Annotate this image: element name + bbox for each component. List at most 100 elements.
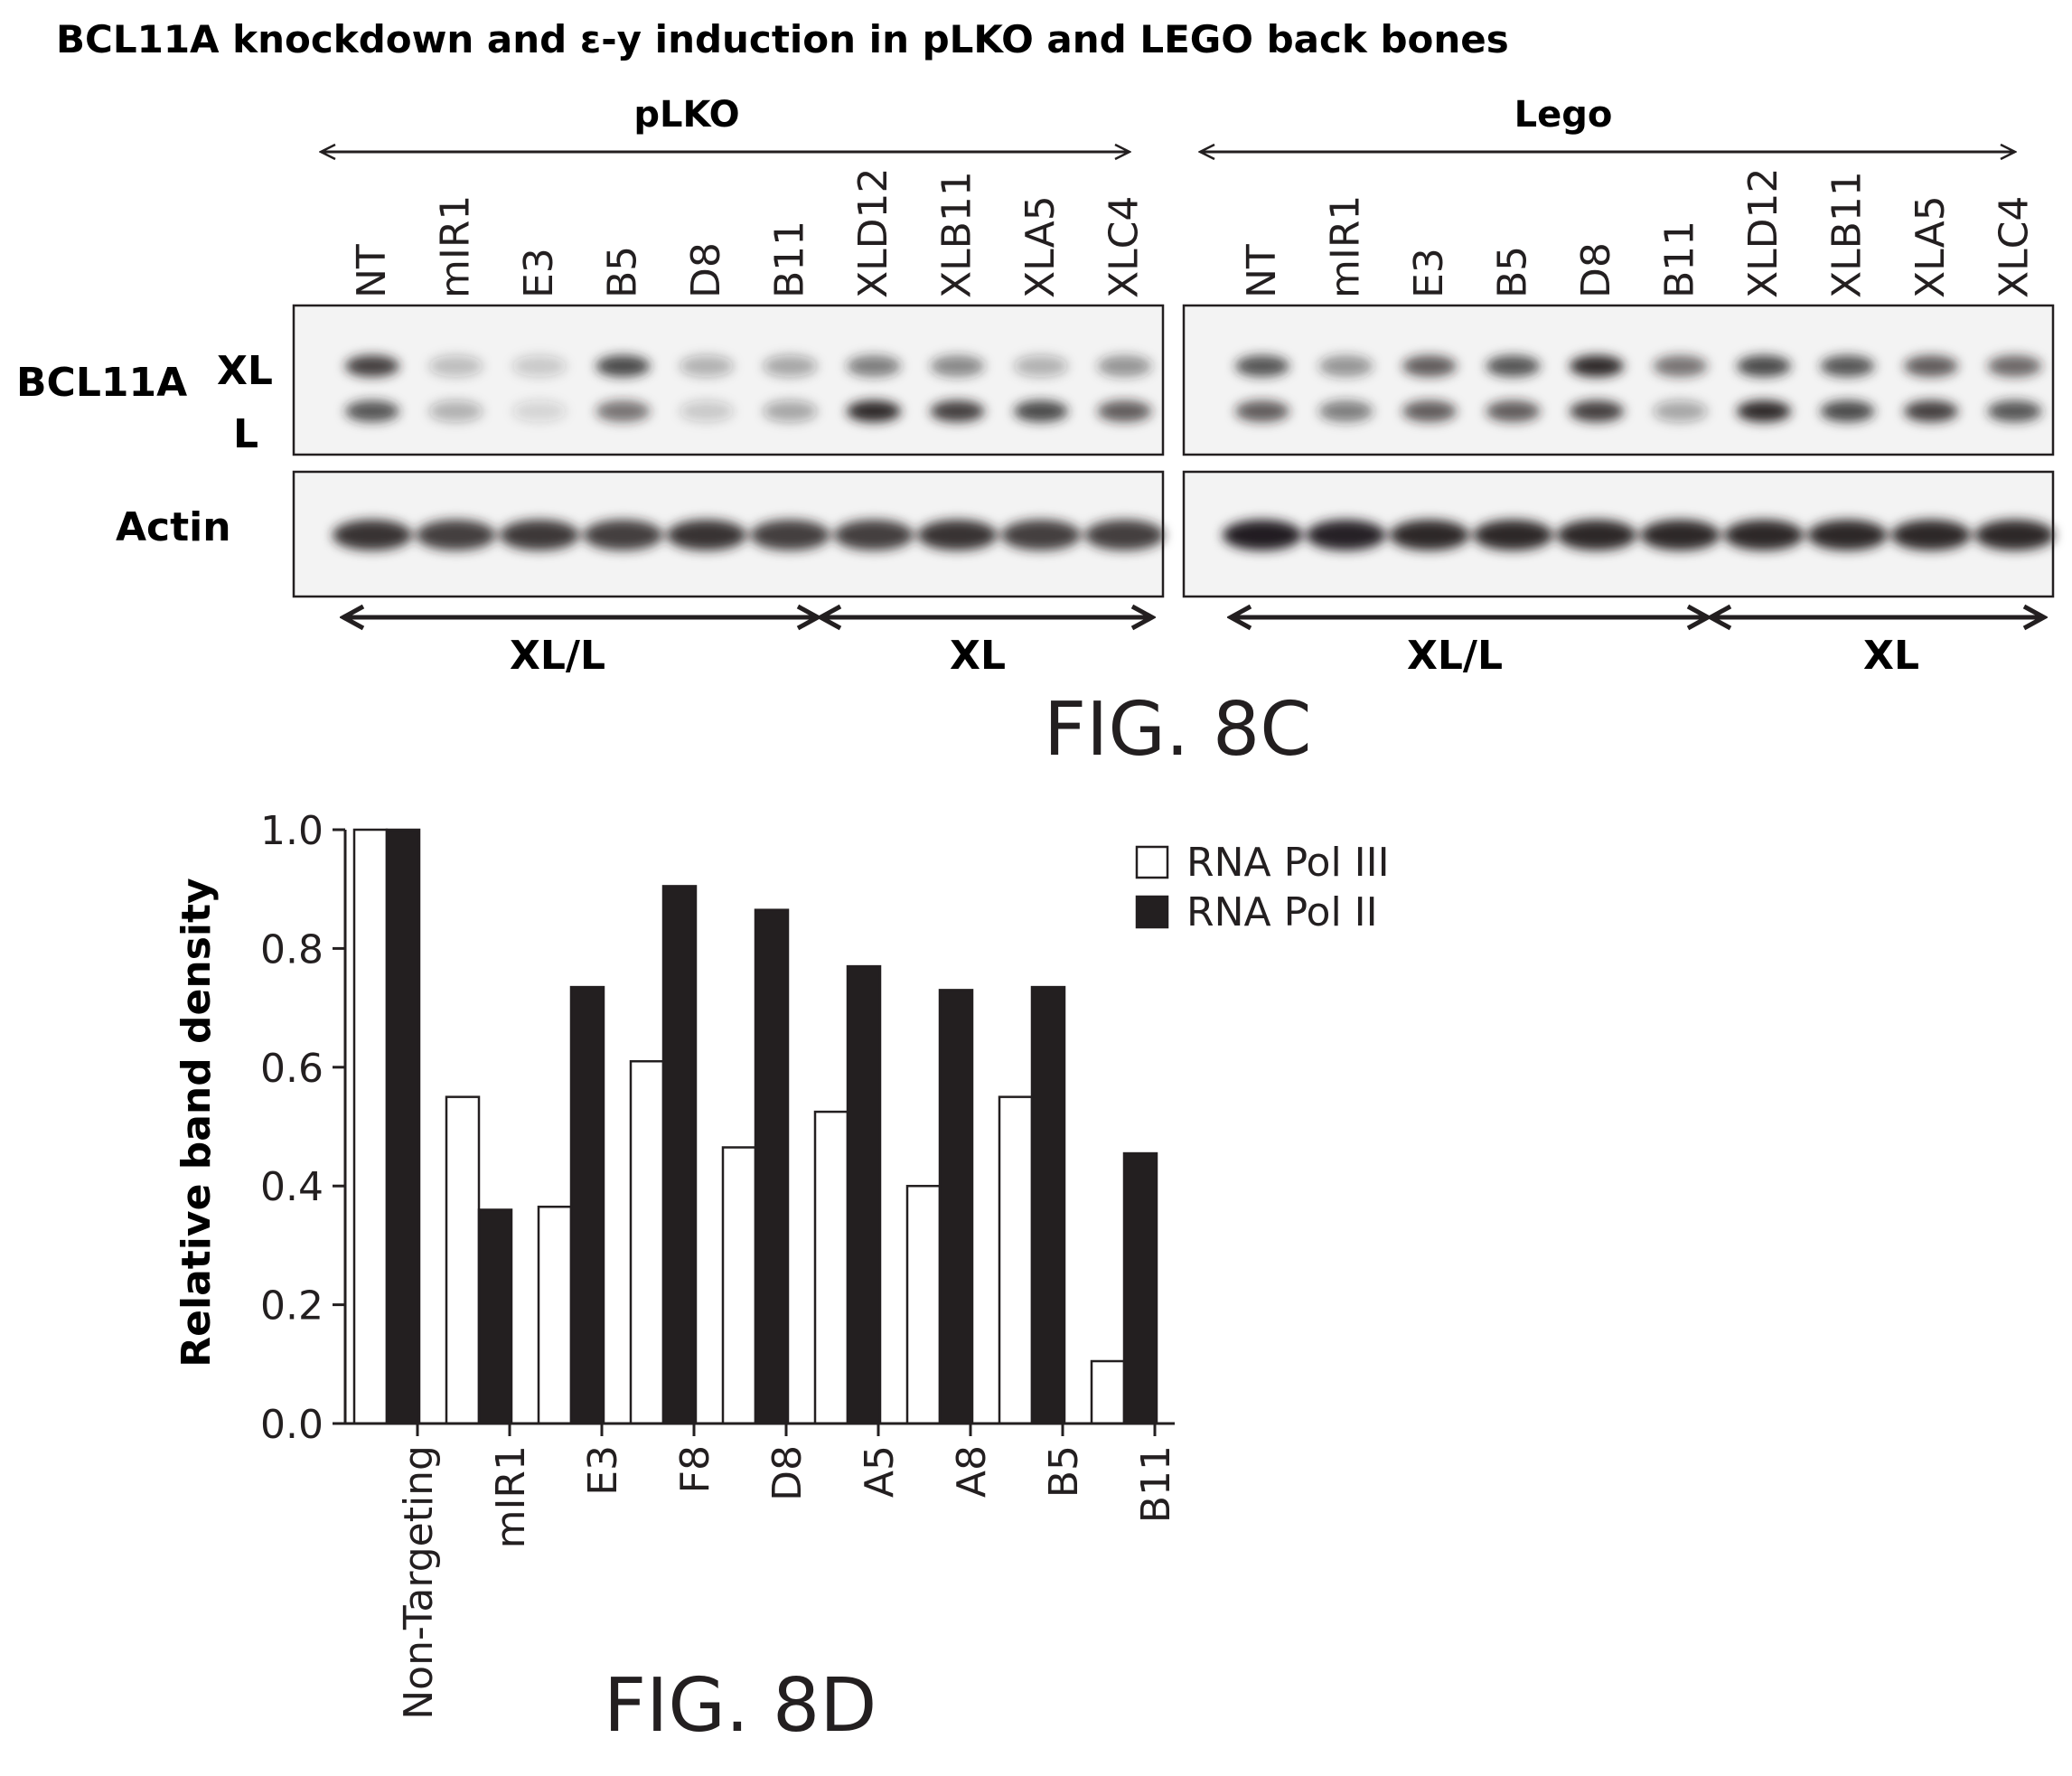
- band-xl-lego-mir1: [1318, 355, 1374, 377]
- legend-swatch-pol2: [1135, 895, 1169, 929]
- band-l-plko-b5: [595, 400, 651, 422]
- band-layer: [1235, 355, 2042, 422]
- blot-lego-actin: [1182, 470, 2055, 598]
- lane-label-plko-b11: B11: [767, 221, 813, 298]
- band-l-lego-e3: [1402, 400, 1457, 422]
- band-actin-lego-e3: [1390, 520, 1469, 550]
- lane-label-plko-xlb11: XLB11: [934, 171, 980, 298]
- band-actin-plko-xld12: [834, 520, 914, 550]
- band-xl-plko-xlc4: [1097, 355, 1152, 377]
- lane-label-lego-xlc4: XLC4: [1992, 196, 2038, 298]
- band-l-lego-mir1: [1318, 400, 1374, 422]
- band-actin-lego-xlc4: [1974, 520, 2055, 550]
- fig-8d-bar-chart: Relative band density 0.0 0.2 0.4 0.6 0.8 1.0…: [173, 808, 1390, 1720]
- y-axis: 0.0 0.2 0.4 0.6 0.8 1.0: [260, 808, 347, 1448]
- bar-pol2-a5: [846, 964, 882, 1425]
- x-tick-label-mir1: mIR1: [488, 1445, 534, 1548]
- backbone-label-plko: pLKO: [633, 94, 739, 136]
- band-xl-plko-nt: [345, 355, 399, 377]
- bar-pol3-f8: [629, 1059, 665, 1425]
- band-layer: [345, 355, 1152, 422]
- y-tick-label-5: 1.0: [260, 808, 323, 854]
- fig-8d-label: FIG. 8D: [604, 1663, 877, 1749]
- lane-label-lego-e3: E3: [1406, 248, 1452, 298]
- band-l-lego-b5: [1486, 400, 1541, 422]
- lane-label-plko-e3: E3: [516, 248, 562, 298]
- lane-label-plko-mir1: mIR1: [433, 195, 479, 298]
- x-tick-label-b11: B11: [1133, 1445, 1179, 1523]
- bar-pol3-mir1: [445, 1095, 481, 1425]
- plko-group-label-xl-l: XL/L: [510, 633, 605, 679]
- band-actin-lego-d8: [1557, 520, 1636, 550]
- band-actin-plko-xla5: [1001, 520, 1081, 550]
- band-l-plko-nt: [345, 400, 399, 422]
- band-xl-lego-nt: [1235, 355, 1289, 377]
- band-xl-lego-e3: [1402, 355, 1457, 377]
- lego-group-label-xl-l: XL/L: [1407, 633, 1503, 679]
- bar-pol2-e3: [569, 985, 605, 1425]
- lane-label-lego-b5: B5: [1490, 246, 1536, 298]
- bar-pol3-a8: [905, 1184, 942, 1425]
- band-l-lego-xlb11: [1820, 400, 1875, 422]
- legend-label-pol3: RNA Pol III: [1186, 840, 1390, 886]
- band-xl-lego-xlb11: [1820, 355, 1875, 377]
- band-xl-lego-xld12: [1737, 355, 1791, 377]
- band-l-plko-xla5: [1014, 400, 1068, 422]
- band-l-lego-xlc4: [1987, 400, 2042, 422]
- x-tick-label-f8: F8: [672, 1445, 718, 1493]
- lane-label-plko-xlc4: XLC4: [1102, 196, 1148, 298]
- x-tick-label-a5: A5: [857, 1445, 903, 1498]
- legend-label-pol2: RNA Pol II: [1186, 889, 1378, 935]
- row-label-bcl11a: BCL11A: [16, 360, 187, 406]
- band-xl-lego-xla5: [1904, 355, 1958, 377]
- lane-label-lego-xlb11: XLB11: [1824, 171, 1870, 298]
- band-l-plko-b11: [763, 400, 818, 422]
- lane-label-plko-xld12: XLD12: [850, 167, 896, 298]
- bar-pol3-b5: [998, 1095, 1034, 1425]
- band-l-plko-d8: [680, 400, 734, 422]
- band-l-plko-mir1: [428, 400, 483, 422]
- lane-label-lego-xla5: XLA5: [1908, 195, 1954, 298]
- x-tick-label-d8: D8: [764, 1445, 811, 1501]
- bar-pol3-a5: [813, 1110, 849, 1425]
- band-l-plko-xlc4: [1097, 400, 1152, 422]
- band-xl-plko-mir1: [428, 355, 483, 377]
- band-l-lego-d8: [1570, 400, 1624, 422]
- lane-label-lego-d8: D8: [1573, 242, 1619, 298]
- band-l-plko-e3: [512, 400, 567, 422]
- band-l-plko-xld12: [847, 400, 901, 422]
- lane-label-plko-b5: B5: [600, 246, 646, 298]
- band-layer: [1223, 520, 2055, 550]
- band-actin-lego-mir1: [1306, 520, 1386, 550]
- lane-label-lego-mir1: mIR1: [1323, 195, 1369, 298]
- bar-pol2-a8: [938, 989, 974, 1425]
- x-tick-label-a8: A8: [949, 1445, 995, 1498]
- lego-group-label-xl: XL: [1863, 633, 1919, 679]
- row-label-actin: Actin: [116, 504, 231, 550]
- x-tick-label-e3: E3: [580, 1445, 626, 1496]
- figure-title: BCL11A knockdown and ε-y induction in pL…: [56, 17, 1509, 61]
- band-l-lego-xld12: [1737, 400, 1791, 422]
- band-layer: [333, 520, 1165, 550]
- band-xl-lego-b11: [1653, 355, 1708, 377]
- row-label-xl: XL: [217, 348, 273, 394]
- band-l-lego-nt: [1235, 400, 1289, 422]
- lane-label-lego-xld12: XLD12: [1740, 167, 1786, 298]
- band-actin-lego-b5: [1473, 520, 1553, 550]
- band-l-plko-xlb11: [930, 400, 985, 422]
- blot-plko-actin: [292, 470, 1165, 598]
- lane-label-plko-d8: D8: [683, 242, 729, 298]
- bar-pol3-d8: [721, 1146, 757, 1425]
- bar-pol2-d8: [754, 908, 790, 1425]
- y-axis-label: Relative band density: [173, 878, 220, 1367]
- band-xl-lego-xlc4: [1987, 355, 2042, 377]
- legend-swatch-pol3: [1135, 845, 1169, 879]
- band-xl-plko-e3: [512, 355, 567, 377]
- band-xl-plko-d8: [680, 355, 734, 377]
- x-tick-label-non-targeting: Non-Targeting: [396, 1445, 442, 1720]
- band-actin-plko-e3: [500, 520, 579, 550]
- band-actin-plko-xlb11: [917, 520, 998, 550]
- lane-label-lego-b11: B11: [1657, 221, 1703, 298]
